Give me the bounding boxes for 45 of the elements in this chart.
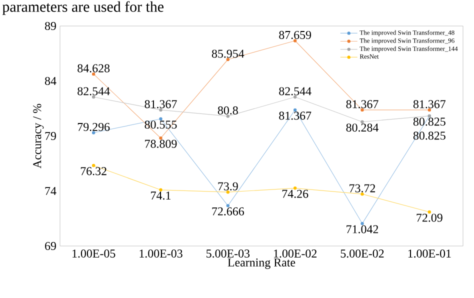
y-tick-label: 84 — [44, 76, 56, 86]
x-tick-label: 1.00E-02 — [274, 250, 316, 258]
point — [360, 120, 364, 124]
data-label: 80.555 — [144, 120, 177, 129]
y-tick-label: 69 — [45, 242, 56, 250]
point — [159, 117, 162, 120]
data-label: 74.1 — [151, 192, 170, 200]
data-label: 85.954 — [212, 50, 244, 58]
data-label: 80.284 — [346, 124, 379, 132]
data-label: 76.32 — [80, 167, 106, 176]
data-label: 80.825 — [413, 132, 446, 140]
x-tick-label: 1.00E-01 — [408, 250, 451, 258]
point — [159, 188, 162, 192]
data-label: 81.367 — [279, 112, 312, 120]
data-label: 81.367 — [346, 100, 378, 108]
point — [293, 39, 297, 42]
data-label: 81.367 — [144, 100, 177, 108]
data-label: 80.8 — [218, 106, 238, 115]
data-label: 73.72 — [350, 184, 376, 192]
x-tick-label: 1.00E-03 — [140, 250, 182, 258]
data-label: 74.26 — [282, 190, 308, 198]
point — [92, 131, 96, 134]
point — [226, 114, 230, 118]
y-axis-title: Accuracy / % — [33, 104, 44, 168]
data-label: 72.09 — [416, 214, 442, 222]
data-label: 78.809 — [145, 140, 177, 148]
y-tick-label: 89 — [44, 22, 56, 30]
x-axis-title: Learning Rate — [228, 258, 296, 269]
x-tick-label: 5.00E-03 — [206, 250, 250, 258]
y-tick-label: 79 — [45, 132, 56, 140]
data-label: 79.296 — [78, 122, 110, 132]
y-tick-label: 74 — [45, 187, 56, 195]
data-label: 82.544 — [279, 87, 312, 96]
data-label: 81.367 — [413, 100, 446, 108]
point — [226, 190, 230, 194]
text: parameters are used for the — [2, 1, 164, 15]
data-label: 80.825 — [413, 118, 446, 126]
x-tick-label: 5.00E-02 — [340, 250, 384, 258]
data-label: 82.544 — [78, 87, 110, 96]
data-label: 87.659 — [279, 30, 312, 40]
data-label: 84.628 — [78, 64, 110, 72]
x-tick-label: 1.00E-05 — [72, 250, 116, 258]
data-label: 71.042 — [346, 225, 378, 234]
data-label: 73.9 — [218, 182, 238, 190]
data-label: 72.666 — [212, 207, 244, 216]
